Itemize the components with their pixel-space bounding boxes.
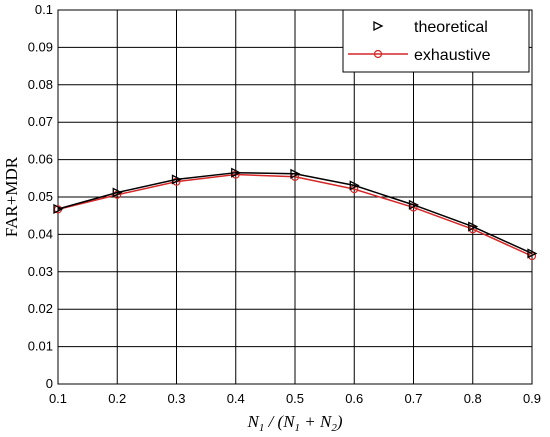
theoretical-line — [57, 171, 533, 255]
x-axis-ticks: 0.1 0.2 0.3 0.4 0.5 0.6 0.7 0.8 0.9 — [49, 391, 541, 406]
y-tick-label: 0.02 — [28, 301, 53, 316]
y-tick-label: 0.01 — [28, 339, 53, 354]
series-theoretical — [53, 167, 538, 259]
legend-box — [342, 9, 530, 73]
legend-item-theoretical: theoretical — [373, 19, 488, 36]
legend-label: theoretical — [414, 19, 488, 36]
theoretical-point — [408, 199, 419, 210]
x-axis-label: N1 / (N1 + N2) — [246, 412, 342, 434]
legend-marker — [373, 20, 384, 32]
x-tick-label: 0.4 — [227, 391, 245, 406]
theoretical-point — [468, 221, 479, 232]
plot-border — [57, 9, 533, 385]
x-tick-label: 0.6 — [345, 391, 363, 406]
x-tick-label: 0.2 — [108, 391, 126, 406]
theoretical-point — [231, 167, 242, 178]
x-tick-label: 0.9 — [523, 391, 541, 406]
theoretical-point — [349, 180, 360, 191]
legend-item-exhaustive: exhaustive — [348, 47, 491, 64]
y-axis-label: FAR+MDR — [2, 156, 21, 237]
x-tick-label: 0.3 — [167, 391, 185, 406]
y-tick-label: 0.07 — [28, 114, 53, 129]
y-tick-label: 0.05 — [28, 189, 53, 204]
series — [53, 167, 538, 261]
x-tick-label: 0.8 — [464, 391, 482, 406]
legend-label: exhaustive — [414, 47, 491, 64]
y-tick-label: 0.1 — [35, 2, 53, 17]
theoretical-point — [171, 174, 182, 185]
theoretical-point — [290, 168, 301, 179]
x-tick-label: 0.7 — [404, 391, 422, 406]
theoretical-point — [112, 187, 123, 198]
legend-marker — [373, 49, 383, 59]
theoretical-point — [53, 203, 64, 215]
x-tick-label: 0.5 — [286, 391, 304, 406]
x-tick-label: 0.1 — [49, 391, 67, 406]
y-tick-label: 0.04 — [28, 226, 53, 241]
y-tick-label: 0.09 — [28, 39, 53, 54]
theoretical-point — [527, 248, 538, 259]
y-tick-label: 0.06 — [28, 152, 53, 167]
y-tick-label: 0 — [46, 376, 53, 391]
exhaustive-line — [57, 173, 533, 257]
y-tick-label: 0.03 — [28, 264, 53, 279]
y-tick-label: 0.08 — [28, 77, 53, 92]
y-axis-ticks: 0 0.01 0.02 0.03 0.04 0.05 0.06 0.07 0.08 0.09 0.1 — [28, 2, 53, 391]
legend: theoretical exhaustive — [342, 9, 530, 73]
